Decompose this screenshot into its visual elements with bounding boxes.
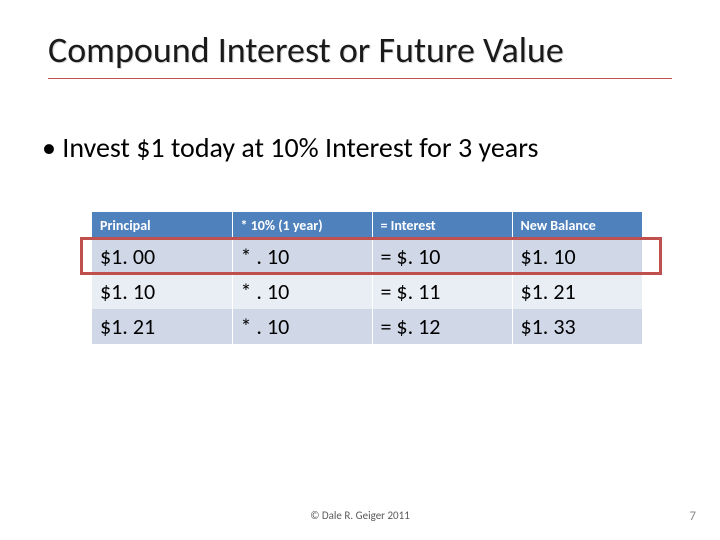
cell: = $. 11 [372,274,512,309]
cell: * . 10 [232,274,372,309]
table-row: $1. 21 * . 10 = $. 12 $1. 33 [92,309,642,344]
table-header-row: Principal * 10% (1 year) = Interest New … [92,212,642,239]
cell: * . 10 [232,309,372,344]
col-header: Principal [92,212,232,239]
col-header: = Interest [372,212,512,239]
table: Principal * 10% (1 year) = Interest New … [92,212,642,344]
cell: $1. 21 [512,274,642,309]
slide-title: Compound Interest or Future Value [48,28,672,79]
col-header: New Balance [512,212,642,239]
cell: $1. 33 [512,309,642,344]
cell: $1. 00 [92,239,232,274]
table-row: $1. 10 * . 10 = $. 11 $1. 21 [92,274,642,309]
bullet-text: Invest $1 today at 10% Interest for 3 ye… [42,130,538,165]
cell: = $. 12 [372,309,512,344]
cell: $1. 21 [92,309,232,344]
cell: $1. 10 [92,274,232,309]
slide: Compound Interest or Future Value Invest… [0,0,720,540]
cell: = $. 10 [372,239,512,274]
cell: * . 10 [232,239,372,274]
compound-interest-table: Principal * 10% (1 year) = Interest New … [92,212,642,344]
page-number: 7 [689,509,696,524]
cell: $1. 10 [512,239,642,274]
table-row: $1. 00 * . 10 = $. 10 $1. 10 [92,239,642,274]
copyright-text: © Dale R. Geiger 2011 [0,509,720,522]
col-header: * 10% (1 year) [232,212,372,239]
